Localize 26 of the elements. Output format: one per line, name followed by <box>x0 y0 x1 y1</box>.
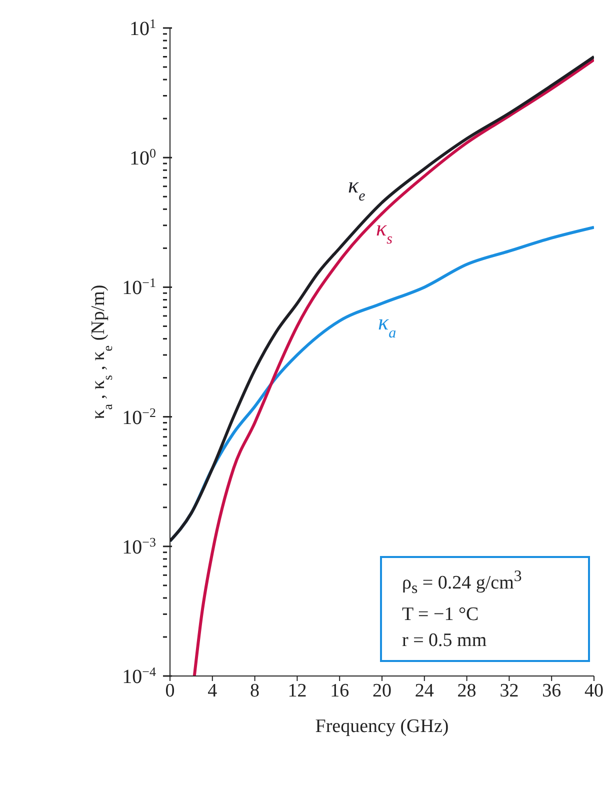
x-tick-label: 4 <box>208 680 218 702</box>
y-tick-label: 10$^{−2}$ <box>122 404 156 429</box>
x-tick-label: 28 <box>457 680 476 702</box>
annotation: ρ$_{s}$ = 0.24 g/cm$^{3}$ <box>401 567 523 600</box>
annotation: T = −1 °C <box>401 603 480 628</box>
x-tick-label: 20 <box>372 680 392 702</box>
x-tick-label: 12 <box>288 680 307 702</box>
line-series <box>192 58 594 676</box>
x-tick-label: 36 <box>542 680 562 702</box>
y-tick-label: 10$^{−3}$ <box>122 534 156 558</box>
x-tick-label: 16 <box>330 680 350 702</box>
series-label: κ$_{s}$ <box>376 216 393 248</box>
y-tick-label: 10$^{−4}$ <box>122 664 156 688</box>
series-label: κ$_{e}$ <box>348 172 366 205</box>
y-tick-label: 10$^{−1}$ <box>122 274 156 300</box>
x-tick-label: 32 <box>500 680 519 702</box>
x-tick-label: 0 <box>165 680 175 702</box>
x-axis-title: Frequency (GHz) <box>315 716 449 737</box>
note-box: ρ$_{s}$ = 0.24 g/cm$^{3}$ T = −1 °C r = 0.5 mm <box>380 556 590 662</box>
y-tick-label: 10$^{0}$ <box>130 145 156 170</box>
x-tick-label: 8 <box>250 680 260 702</box>
y-tick-label: 10$^{1}$ <box>130 16 156 40</box>
series-label: κ$_{a}$ <box>378 309 396 342</box>
annotation: r = 0.5 mm <box>401 629 488 654</box>
x-tick-label: 40 <box>584 680 604 702</box>
x-tick-label: 24 <box>414 680 434 702</box>
